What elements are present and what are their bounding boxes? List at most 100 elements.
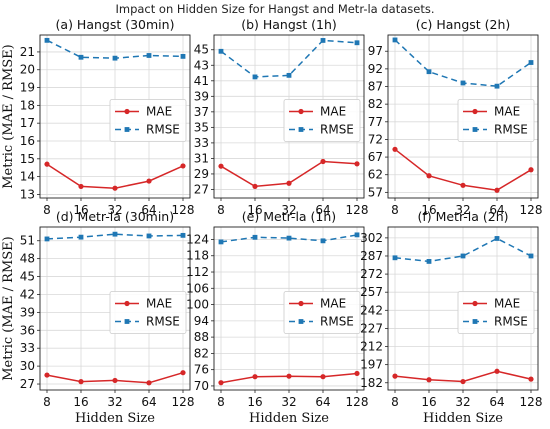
- y-tick-label: 97: [368, 44, 383, 58]
- x-tick-label: 128: [346, 395, 369, 409]
- data-point: [78, 54, 84, 60]
- y-tick-label: 27: [194, 182, 209, 196]
- y-tick-label: 287: [360, 249, 383, 263]
- data-point: [460, 182, 466, 188]
- y-tick-label: 57: [368, 185, 383, 199]
- x-tick-label: 16: [247, 203, 262, 217]
- series-mae: [44, 161, 186, 191]
- legend-marker: [472, 127, 478, 132]
- data-point: [320, 38, 326, 43]
- legend-marker: [124, 319, 130, 324]
- x-tick-label: 32: [107, 395, 122, 409]
- y-tick-label: 302: [360, 231, 383, 245]
- y-tick-label: 94: [194, 314, 209, 328]
- series-rmse: [392, 236, 534, 264]
- y-tick-label: 39: [194, 89, 209, 103]
- series-mae: [218, 370, 360, 386]
- y-tick-label: 15: [20, 152, 35, 166]
- x-tick-label: 64: [141, 395, 156, 409]
- series-mae: [392, 146, 534, 193]
- data-point: [392, 373, 398, 379]
- panels: (a) Hangst (30min) 13 14 15 16 17 18 19 20 21 8 16 3…: [1, 17, 542, 426]
- x-tick-label: 64: [141, 203, 156, 217]
- legend-marker: [124, 300, 130, 307]
- x-tick-label: 64: [489, 395, 504, 409]
- legend-marker: [472, 319, 478, 324]
- legend-label: MAE: [146, 105, 172, 119]
- data-point: [78, 183, 84, 190]
- y-tick-label: 106: [186, 281, 209, 295]
- x-axis-label: Hidden Size: [75, 411, 155, 426]
- data-point: [320, 158, 326, 165]
- data-point: [218, 380, 224, 386]
- y-tick-label: 70: [194, 379, 209, 393]
- chart-panel-6: (f) Metr-la (2h) 182 197 212 227 242 257 272 287…: [360, 209, 542, 426]
- y-tick-label: 242: [360, 303, 383, 317]
- y-tick-label: 45: [20, 270, 35, 284]
- chart-title: (a) Hangst (30min): [56, 17, 175, 32]
- data-point: [460, 253, 466, 259]
- data-point: [44, 37, 50, 43]
- x-tick-label: 128: [172, 395, 195, 409]
- x-tick-label: 8: [217, 395, 225, 409]
- series-rmse: [218, 232, 360, 245]
- series-rmse: [392, 37, 534, 89]
- data-point: [252, 74, 258, 80]
- y-tick-label: 27: [20, 377, 35, 391]
- y-tick-label: 48: [20, 252, 35, 266]
- data-point: [528, 376, 534, 382]
- x-axis-label: Hidden Size: [249, 411, 329, 426]
- data-point: [218, 48, 224, 54]
- y-tick-label: 33: [194, 136, 209, 150]
- y-tick-label: 16: [20, 134, 35, 148]
- legend-marker: [472, 108, 478, 115]
- chart-title: (c) Hangst (2h): [416, 17, 511, 32]
- y-tick-label: 35: [194, 120, 209, 134]
- data-point: [460, 378, 466, 385]
- x-tick-label: 32: [455, 395, 470, 409]
- legend-label: RMSE: [494, 315, 528, 329]
- y-tick-label: 112: [186, 265, 209, 279]
- legend-marker: [472, 300, 478, 307]
- y-tick-label: 33: [20, 341, 35, 355]
- series-rmse: [218, 38, 360, 80]
- x-tick-label: 16: [247, 395, 262, 409]
- data-point: [354, 370, 360, 377]
- data-point: [354, 40, 360, 46]
- data-point: [528, 60, 534, 65]
- legend-marker: [298, 319, 304, 324]
- x-tick-label: 16: [421, 203, 436, 217]
- x-tick-label: 128: [346, 203, 369, 217]
- y-tick-label: 51: [20, 234, 35, 248]
- y-tick-label: 62: [368, 168, 383, 182]
- data-point: [426, 377, 432, 383]
- data-point: [320, 374, 326, 380]
- y-tick-label: 41: [194, 74, 209, 88]
- legend-label: RMSE: [320, 123, 354, 137]
- legend-label: MAE: [320, 297, 346, 311]
- x-tick-label: 8: [217, 203, 225, 217]
- x-tick-label: 64: [315, 203, 330, 217]
- legend: MAE RMSE: [109, 291, 187, 334]
- y-tick-label: 20: [20, 63, 35, 77]
- data-point: [354, 161, 360, 167]
- y-tick-label: 227: [360, 321, 383, 335]
- data-point: [494, 368, 500, 374]
- y-tick-label: 17: [20, 116, 35, 130]
- legend-label: RMSE: [146, 315, 180, 329]
- x-tick-label: 32: [281, 395, 296, 409]
- data-point: [494, 83, 500, 89]
- legend: MAE RMSE: [457, 99, 535, 142]
- y-tick-label: 19: [20, 81, 35, 95]
- x-tick-label: 128: [520, 203, 543, 217]
- series-line: [220, 234, 358, 243]
- data-point: [392, 255, 398, 261]
- series-mae: [44, 370, 186, 386]
- data-point: [112, 377, 118, 384]
- legend-label: MAE: [494, 105, 520, 119]
- y-tick-label: 197: [360, 358, 383, 372]
- y-tick-label: 29: [194, 167, 209, 181]
- y-tick-label: 92: [368, 62, 383, 76]
- x-tick-label: 16: [421, 395, 436, 409]
- legend: MAE RMSE: [457, 291, 535, 334]
